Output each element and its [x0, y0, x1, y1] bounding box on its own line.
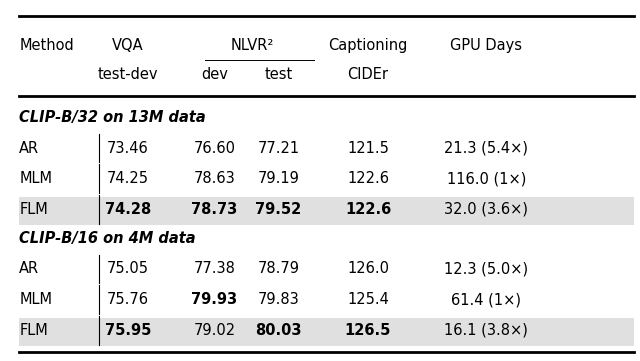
Text: 74.25: 74.25 [107, 171, 149, 186]
Text: dev: dev [201, 66, 228, 82]
Bar [19, 197, 634, 225]
Text: 122.6: 122.6 [347, 171, 389, 186]
Text: 79.83: 79.83 [257, 292, 300, 307]
Text: NLVR²: NLVR² [231, 38, 275, 53]
Text: AR: AR [19, 140, 39, 156]
Text: Method: Method [19, 38, 74, 53]
Text: 73.46: 73.46 [107, 140, 149, 156]
Text: 75.05: 75.05 [107, 261, 149, 277]
Text: 61.4 (1×): 61.4 (1×) [451, 292, 522, 307]
Text: MLM: MLM [19, 292, 52, 307]
Text: 79.19: 79.19 [257, 171, 300, 186]
Text: 126.0: 126.0 [347, 261, 389, 277]
Text: 121.5: 121.5 [347, 140, 389, 156]
Text: 116.0 (1×): 116.0 (1×) [447, 171, 526, 186]
Text: 79.93: 79.93 [191, 292, 237, 307]
Text: 79.52: 79.52 [255, 202, 301, 217]
Text: 78.63: 78.63 [193, 171, 236, 186]
Text: 80.03: 80.03 [255, 323, 301, 338]
Text: 77.21: 77.21 [257, 140, 300, 156]
Text: 21.3 (5.4×): 21.3 (5.4×) [444, 140, 529, 156]
Text: 78.73: 78.73 [191, 202, 237, 217]
Text: 78.79: 78.79 [257, 261, 300, 277]
Text: 126.5: 126.5 [345, 323, 391, 338]
Text: FLM: FLM [19, 202, 48, 217]
Text: 12.3 (5.0×): 12.3 (5.0×) [444, 261, 529, 277]
Bar [19, 318, 634, 346]
Text: CLIP-B/32 on 13M data: CLIP-B/32 on 13M data [19, 110, 206, 125]
Text: 77.38: 77.38 [193, 261, 236, 277]
Text: 76.60: 76.60 [193, 140, 236, 156]
Text: test-dev: test-dev [98, 66, 158, 82]
Text: AR: AR [19, 261, 39, 277]
Text: 32.0 (3.6×): 32.0 (3.6×) [444, 202, 529, 217]
Text: VQA: VQA [112, 38, 144, 53]
Text: test: test [264, 66, 292, 82]
Text: Captioning: Captioning [328, 38, 408, 53]
Text: GPU Days: GPU Days [451, 38, 522, 53]
Text: 75.95: 75.95 [105, 323, 151, 338]
Text: 16.1 (3.8×): 16.1 (3.8×) [444, 323, 529, 338]
Text: 74.28: 74.28 [105, 202, 151, 217]
Text: FLM: FLM [19, 323, 48, 338]
Text: MLM: MLM [19, 171, 52, 186]
Text: 79.02: 79.02 [193, 323, 236, 338]
Text: 122.6: 122.6 [345, 202, 391, 217]
Text: 125.4: 125.4 [347, 292, 389, 307]
Text: 75.76: 75.76 [107, 292, 149, 307]
Text: CIDEr: CIDEr [348, 66, 388, 82]
Text: CLIP-B/16 on 4M data: CLIP-B/16 on 4M data [19, 231, 196, 246]
